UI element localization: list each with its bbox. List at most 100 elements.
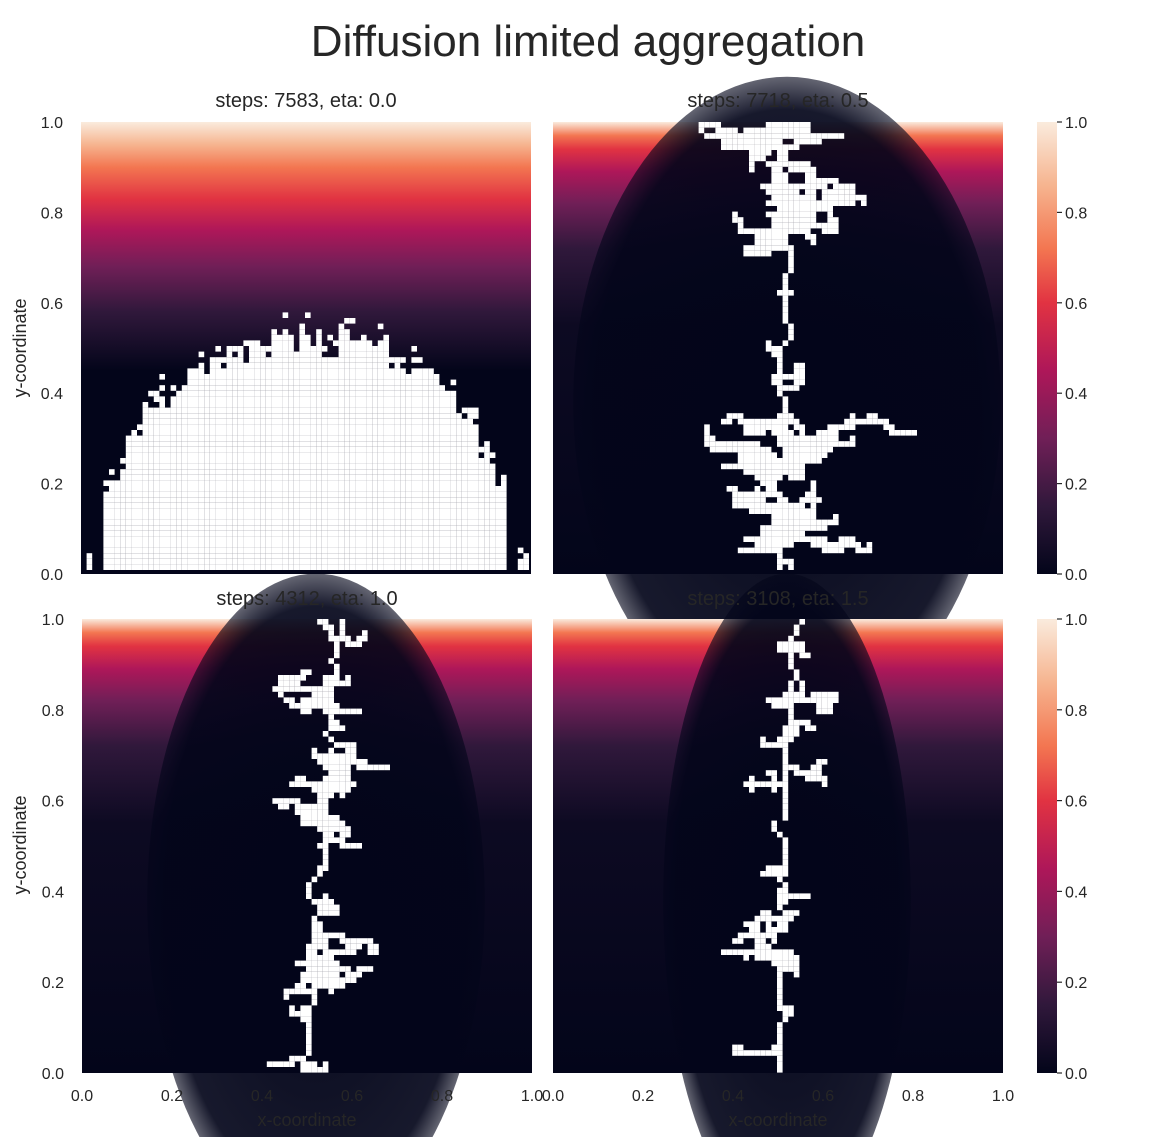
aggregate-cell [805, 189, 811, 195]
aggregate-cell [406, 419, 412, 425]
aggregate-cell [811, 514, 817, 520]
colorbar-tick-label: 0.2 [1065, 975, 1087, 992]
aggregate-cell [322, 548, 328, 554]
aggregate-cell [355, 352, 361, 358]
aggregate-cell [204, 486, 210, 492]
aggregate-cell [154, 480, 160, 486]
aggregate-cell [277, 346, 283, 352]
aggregate-cell [199, 514, 205, 520]
aggregate-cell [738, 503, 744, 509]
aggregate-cell [317, 798, 323, 804]
aggregate-cell [788, 1011, 794, 1017]
aggregate-cell [165, 520, 171, 526]
aggregate-cell [816, 133, 822, 139]
aggregate-cell [811, 458, 817, 464]
aggregate-cell [794, 508, 800, 514]
aggregate-cell [355, 531, 361, 537]
aggregate-cell [232, 536, 238, 542]
aggregate-cell [811, 133, 817, 139]
aggregate-cell [844, 542, 850, 548]
aggregate-cell [199, 548, 205, 554]
aggregate-cell [120, 503, 126, 509]
aggregate-cell [777, 167, 783, 173]
aggregate-cell [328, 966, 334, 972]
aggregate-cell [126, 469, 132, 475]
aggregate-cell [344, 408, 350, 414]
aggregate-cell [439, 536, 445, 542]
aggregate-cell [339, 363, 345, 369]
aggregate-cell [306, 1033, 312, 1039]
aggregate-cell [417, 385, 423, 391]
aggregate-cell [115, 492, 121, 498]
aggregate-cell [350, 363, 356, 369]
aggregate-cell [271, 419, 277, 425]
aggregate-cell [126, 564, 132, 570]
aggregate-cell [799, 520, 805, 526]
aggregate-cell [109, 525, 115, 531]
aggregate-cell [378, 452, 384, 458]
aggregate-cell [383, 475, 389, 481]
aggregate-cell [131, 514, 137, 520]
aggregate-cell [249, 452, 255, 458]
aggregate-cell [243, 548, 249, 554]
aggregate-cell [805, 217, 811, 223]
aggregate-cell [372, 408, 378, 414]
aggregate-cell [159, 447, 165, 453]
aggregate-cell [378, 553, 384, 559]
aggregate-cell [367, 480, 373, 486]
aggregate-cell [850, 189, 856, 195]
aggregate-cell [844, 200, 850, 206]
aggregate-cell [182, 391, 188, 397]
aggregate-cell [193, 492, 199, 498]
aggregate-cell [367, 458, 373, 464]
aggregate-cell [260, 402, 266, 408]
aggregate-cell [451, 492, 457, 498]
aggregate-cell [743, 245, 749, 251]
aggregate-cell [372, 436, 378, 442]
aggregate-cell [159, 408, 165, 414]
aggregate-cell [171, 424, 177, 430]
aggregate-cell [805, 492, 811, 498]
aggregate-cell [445, 497, 451, 503]
aggregate-cell [805, 161, 811, 167]
aggregate-cell [417, 469, 423, 475]
aggregate-cell [805, 172, 811, 178]
aggregate-cell [473, 497, 479, 503]
aggregate-cell [434, 520, 440, 526]
aggregate-cell [434, 380, 440, 386]
aggregate-cell [738, 492, 744, 498]
aggregate-cell [378, 346, 384, 352]
aggregate-cell [411, 391, 417, 397]
aggregate-cell [788, 144, 794, 150]
aggregate-cell [417, 480, 423, 486]
aggregate-cell [339, 368, 345, 374]
aggregate-cell [467, 469, 473, 475]
aggregate-cell [339, 335, 345, 341]
aggregate-cell [311, 475, 317, 481]
aggregate-cell [799, 531, 805, 537]
aggregate-cell [283, 553, 289, 559]
aggregate-cell [311, 503, 317, 509]
aggregate-cell [312, 686, 318, 692]
aggregate-cell [131, 447, 137, 453]
aggregate-cell [523, 559, 529, 565]
aggregate-cell [215, 525, 221, 531]
aggregate-cell [120, 514, 126, 520]
aggregate-cell [501, 508, 507, 514]
aggregate-cell [300, 821, 306, 827]
aggregate-cell [295, 781, 301, 787]
aggregate-cell [333, 436, 339, 442]
aggregate-cell [333, 357, 339, 363]
aggregate-cell [295, 675, 301, 681]
aggregate-cell [210, 564, 216, 570]
aggregate-cell [171, 564, 177, 570]
aggregate-cell [783, 284, 789, 290]
aggregate-cell [833, 189, 839, 195]
aggregate-cell [323, 753, 329, 759]
aggregate-cell [389, 497, 395, 503]
aggregate-cell [193, 559, 199, 565]
aggregate-cell [771, 933, 777, 939]
aggregate-cell [334, 910, 340, 916]
aggregate-cell [238, 486, 244, 492]
aggregate-cell [238, 525, 244, 531]
